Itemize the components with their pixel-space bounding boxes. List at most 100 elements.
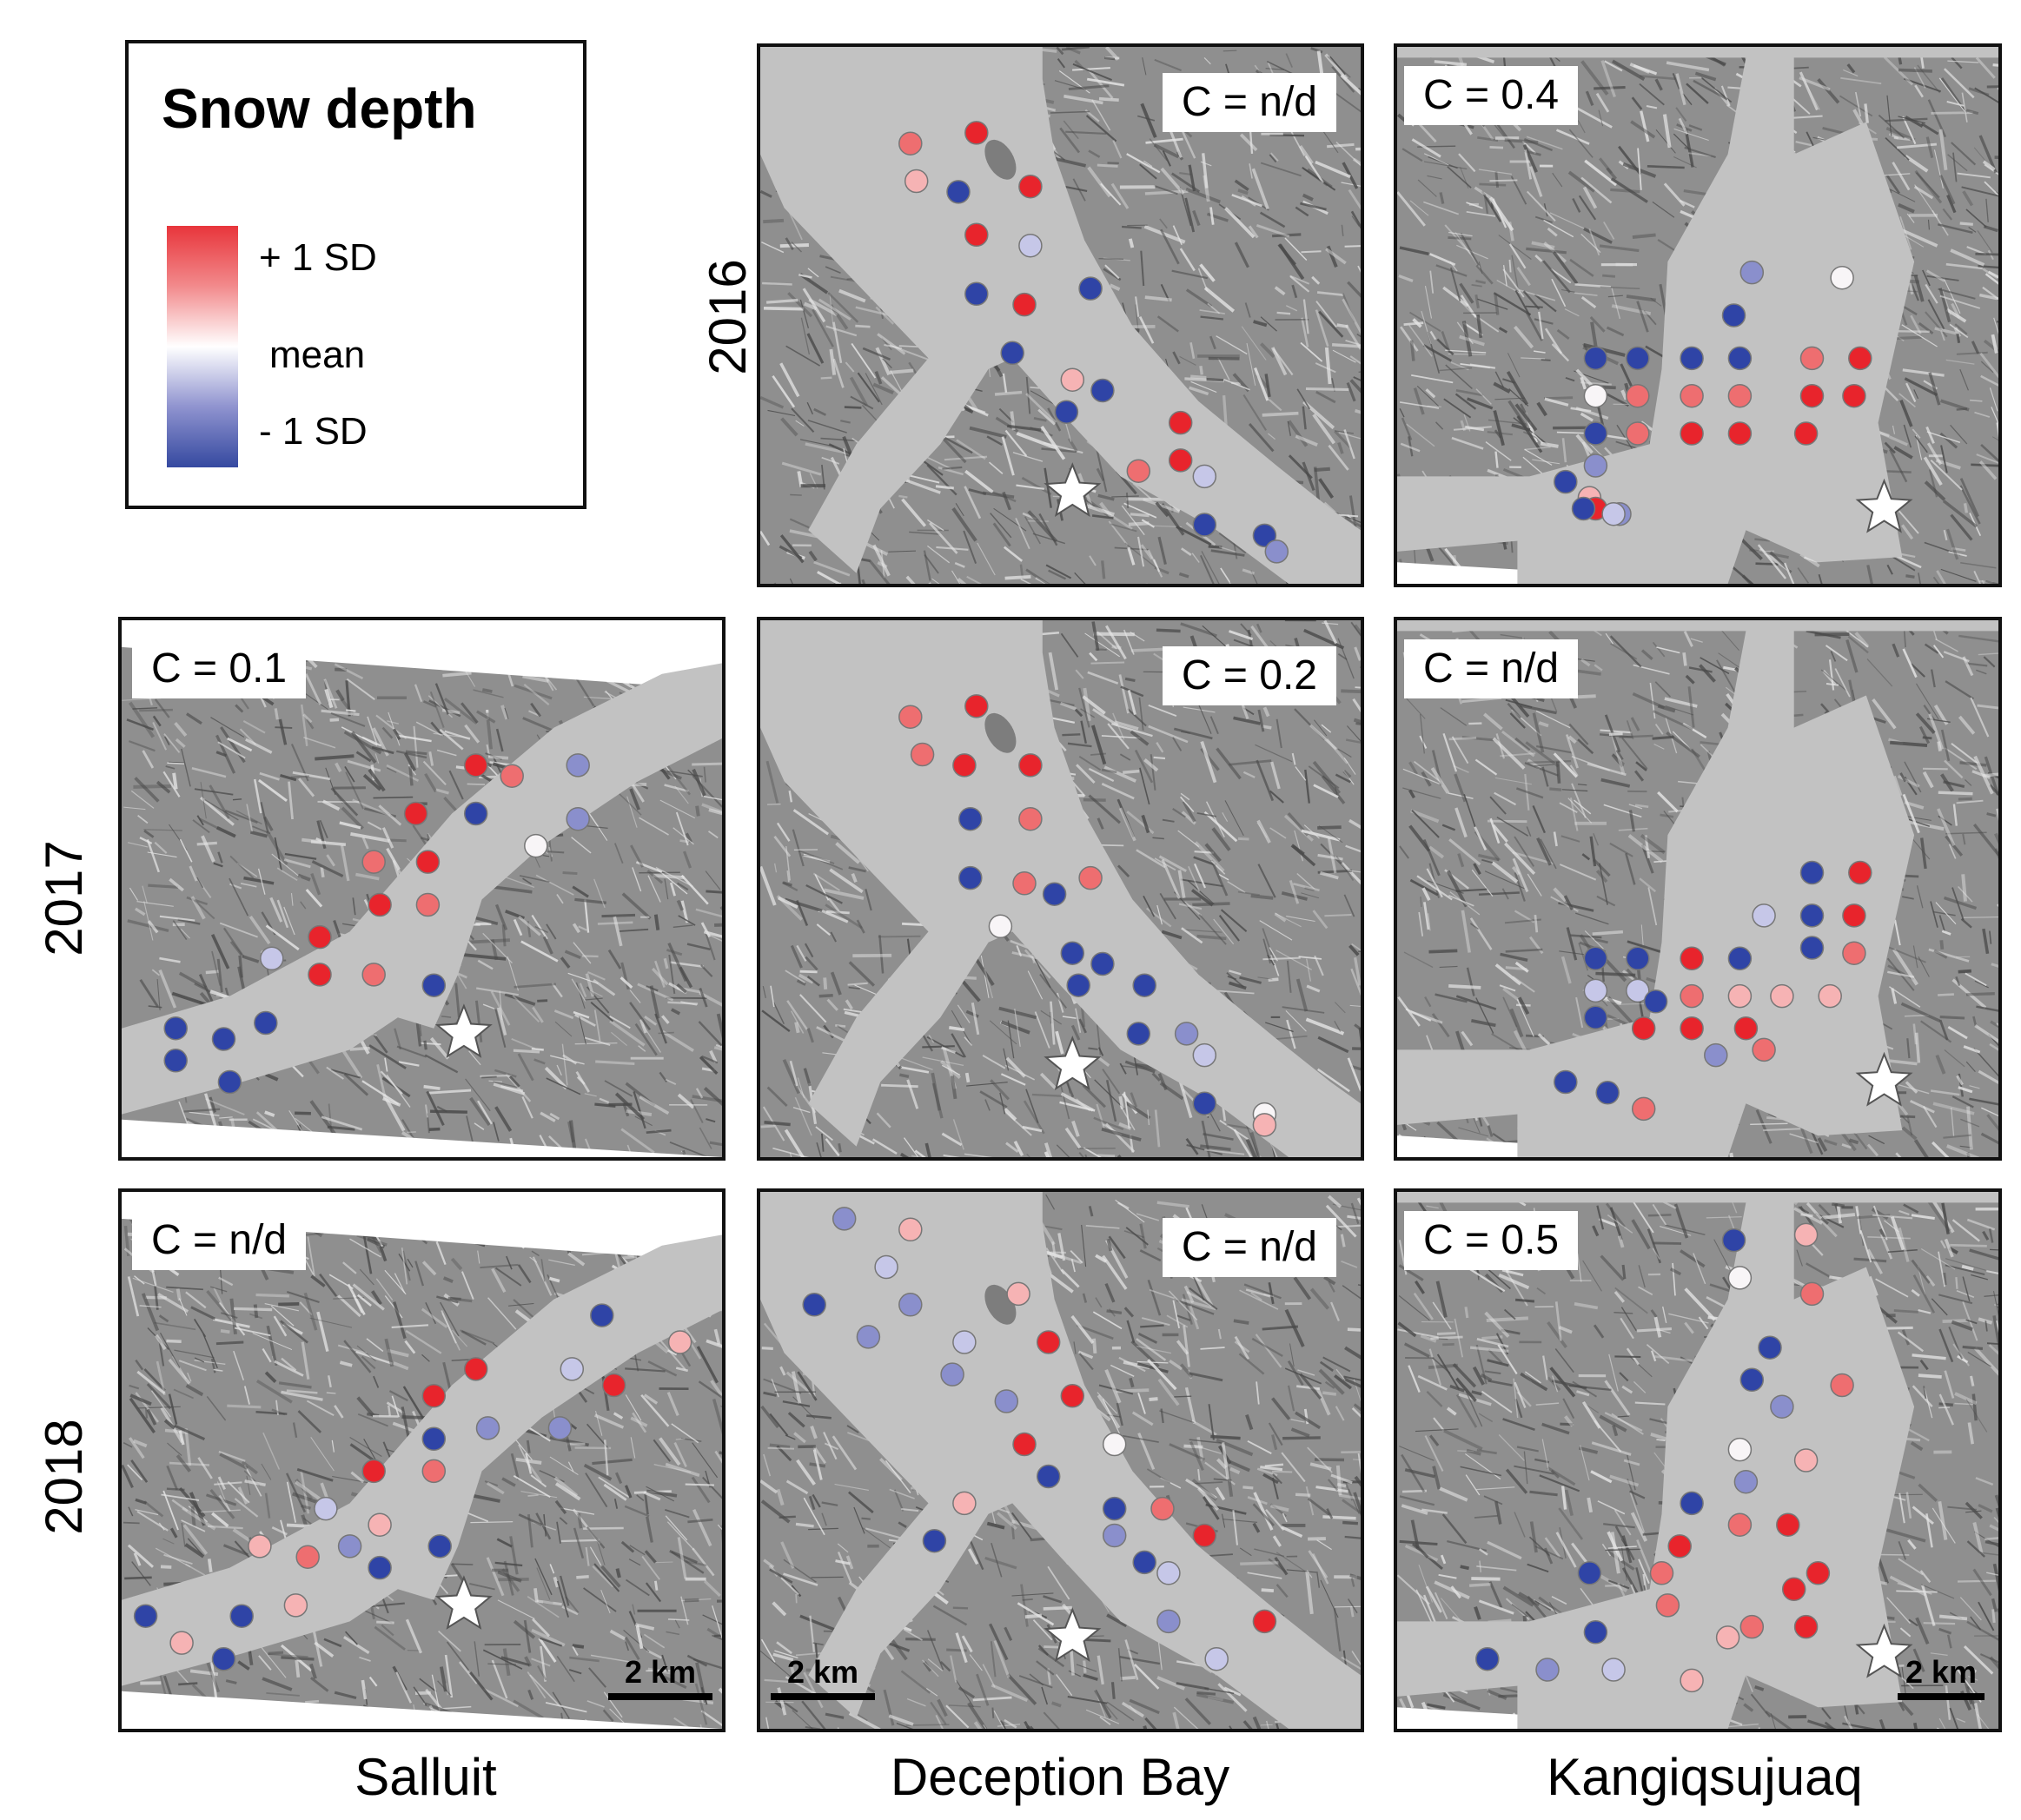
snow-depth-point — [415, 892, 441, 917]
snow-depth-point — [1192, 1091, 1217, 1115]
snow-depth-point — [1126, 459, 1151, 483]
snow-depth-point — [1799, 903, 1825, 928]
snow-depth-point — [1733, 1016, 1759, 1041]
correlation-label: C = n/d — [132, 1211, 307, 1270]
snow-depth-point — [1132, 973, 1156, 997]
correlation-label: C = 0.1 — [132, 639, 307, 698]
map-canvas — [122, 1192, 722, 1729]
snow-depth-point — [475, 1416, 500, 1440]
snow-depth-point — [1776, 1512, 1800, 1537]
map-panel-salluit-2018: C = n/d 2 km — [118, 1188, 726, 1732]
snow-depth-point — [1680, 1016, 1704, 1041]
snow-depth-point — [1799, 936, 1825, 960]
snow-depth-point — [601, 1373, 626, 1398]
snow-depth-point — [910, 742, 935, 767]
snow-depth-point — [1264, 539, 1289, 564]
snow-depth-point — [217, 1069, 242, 1095]
snow-depth-point — [988, 914, 1013, 939]
snow-depth-point — [1060, 367, 1085, 392]
snow-depth-point — [463, 801, 488, 826]
snow-depth-point — [1090, 951, 1115, 976]
snow-depth-point — [1848, 860, 1872, 885]
column-label-deception-bay: Deception Bay — [890, 1748, 1230, 1806]
star-icon — [1855, 1051, 1913, 1107]
row-label-2018: 2018 — [35, 1419, 93, 1535]
snow-depth-point — [1770, 1394, 1794, 1419]
snow-depth-point — [1554, 1069, 1578, 1095]
correlation-label: C = 0.2 — [1162, 646, 1336, 705]
snow-depth-point — [560, 1357, 585, 1381]
star-icon — [1044, 462, 1102, 517]
snow-depth-point — [667, 1330, 692, 1354]
column-label-kangiqsujuaq: Kangiqsujuaq — [1547, 1748, 1863, 1806]
snow-depth-point — [1721, 303, 1746, 328]
snow-depth-point — [1830, 265, 1854, 290]
snow-depth-point — [1799, 346, 1825, 371]
snow-depth-point — [1680, 383, 1704, 408]
map-panel-deception-2016: C = n/d — [757, 43, 1364, 587]
snow-depth-point — [1036, 1330, 1061, 1354]
snow-depth-point — [163, 1049, 188, 1073]
snow-depth-point — [1583, 421, 1608, 446]
snow-depth-point — [958, 806, 983, 831]
snow-depth-point — [421, 1384, 447, 1408]
snow-depth-point — [1583, 453, 1608, 478]
no-data-area — [122, 1192, 722, 1262]
snow-depth-point — [1042, 882, 1067, 906]
scale-bar: 2 km — [608, 1657, 712, 1700]
snow-depth-point — [163, 1016, 188, 1041]
snow-depth-point — [463, 753, 488, 778]
snow-depth-point — [1727, 383, 1753, 408]
snow-depth-point — [1252, 1113, 1277, 1137]
sea-ice-area — [122, 1234, 722, 1686]
snow-depth-point — [994, 1389, 1019, 1413]
scale-bar-line — [771, 1693, 875, 1700]
snow-depth-point — [1583, 346, 1608, 371]
legend-colorbar — [167, 226, 238, 467]
snow-depth-point — [1842, 903, 1866, 928]
snow-depth-point — [952, 1491, 977, 1516]
map-canvas — [1397, 620, 1998, 1157]
scale-bar-line — [608, 1693, 712, 1700]
snow-depth-point — [1848, 346, 1872, 371]
snow-depth-point — [1012, 871, 1037, 896]
snow-depth-point — [1156, 1561, 1181, 1585]
snow-depth-point — [566, 806, 590, 831]
snow-depth-point — [1793, 1448, 1819, 1473]
snow-depth-point — [314, 1496, 338, 1521]
snow-depth-point — [1842, 383, 1866, 408]
snow-depth-point — [524, 833, 548, 858]
snow-depth-point — [1475, 1646, 1500, 1671]
snow-depth-point — [1649, 1561, 1674, 1585]
star-icon — [1044, 1036, 1102, 1090]
snow-depth-point — [361, 963, 386, 987]
snow-depth-point — [1174, 1022, 1199, 1046]
snow-depth-point — [1626, 346, 1650, 371]
snow-depth-point — [1727, 1266, 1753, 1290]
legend: Snow depth + 1 SD mean - 1 SD — [125, 40, 586, 509]
snow-depth-point — [1126, 1022, 1151, 1046]
snow-depth-point — [952, 753, 977, 778]
map-panel-kangiqsujuaq-2016: C = 0.4 — [1394, 43, 2002, 587]
snow-depth-point — [1739, 1614, 1765, 1639]
snow-depth-point — [1192, 513, 1217, 537]
map-panel-deception-2018: C = n/d 2 km — [757, 1188, 1364, 1732]
snow-depth-point — [211, 1027, 236, 1051]
correlation-label: C = n/d — [1162, 73, 1336, 132]
snow-depth-point — [898, 131, 923, 156]
snow-depth-point — [1000, 341, 1024, 366]
scale-bar-label: 2 km — [1905, 1654, 1978, 1690]
correlation-label: C = n/d — [1404, 639, 1579, 698]
star-icon — [434, 1575, 493, 1630]
snow-depth-point — [1727, 346, 1753, 371]
snow-depth-point — [1018, 233, 1043, 258]
snow-depth-point — [1192, 1523, 1217, 1548]
snow-depth-point — [337, 1534, 362, 1559]
snow-depth-point — [1018, 806, 1043, 831]
star-icon — [1044, 1607, 1102, 1662]
snow-depth-point — [1680, 346, 1704, 371]
snow-depth-point — [1733, 1469, 1759, 1494]
snow-depth-point — [1626, 383, 1650, 408]
snow-depth-point — [1571, 496, 1596, 521]
